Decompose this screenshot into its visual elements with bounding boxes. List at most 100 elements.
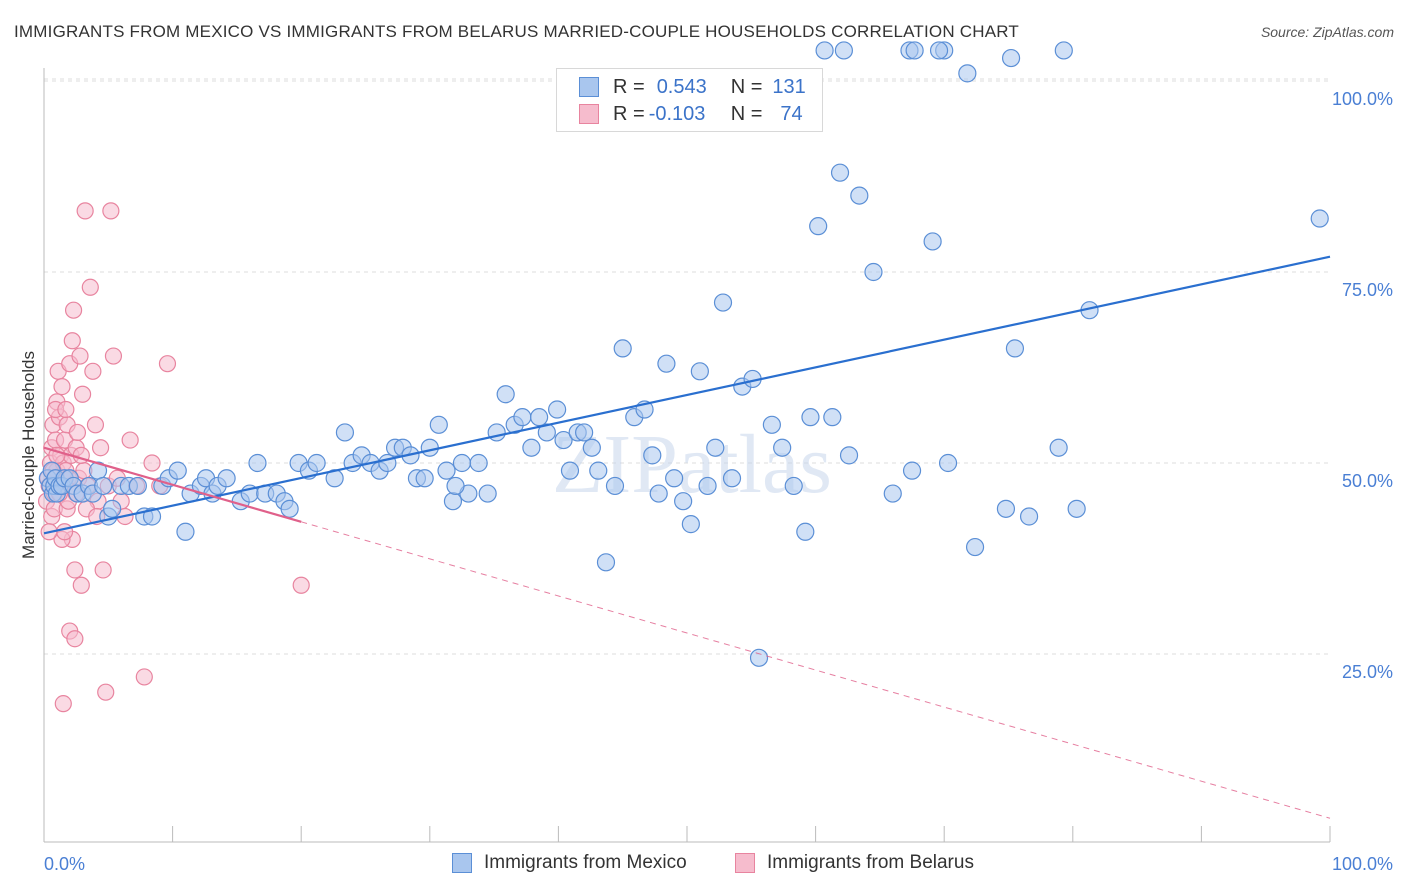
belarus-point	[121, 431, 139, 449]
mexico-point	[605, 476, 625, 496]
mexico-point	[722, 469, 742, 488]
mexico-point	[784, 476, 803, 496]
bottom-legend-mexico[interactable]: Immigrants from Mexico	[452, 852, 687, 874]
bottom-legend-belarus[interactable]: Immigrants from Belarus	[735, 852, 974, 874]
mexico-point	[1054, 41, 1073, 60]
mexico-point	[649, 484, 668, 503]
belarus-point	[68, 423, 87, 442]
mexico-point	[773, 438, 792, 457]
mexico-point	[713, 293, 733, 312]
mexico-point	[176, 522, 195, 541]
chart-title: IMMIGRANTS FROM MEXICO VS IMMIGRANTS FRO…	[14, 22, 1020, 41]
mexico-point	[929, 41, 949, 60]
mexico-point	[513, 408, 532, 427]
belarus-r-value: -0.103	[648, 102, 706, 125]
mexico-point	[665, 469, 684, 488]
mexico-point	[548, 400, 567, 419]
mexico-point	[839, 446, 859, 465]
mexico-point	[94, 476, 113, 496]
mexico-point	[706, 438, 725, 457]
mexico-point	[1049, 438, 1068, 457]
mexico-point	[437, 461, 456, 480]
mexico-point	[280, 499, 299, 518]
belarus-point	[76, 202, 94, 220]
mexico-point	[674, 492, 693, 511]
belarus-point	[104, 347, 123, 365]
mexico-point	[1019, 507, 1039, 526]
mexico-point	[1067, 499, 1086, 518]
mexico-point	[1005, 339, 1025, 358]
belarus-point	[91, 439, 110, 457]
mexico-point	[613, 339, 632, 358]
mexico-point	[996, 499, 1016, 518]
belarus-point	[64, 301, 83, 319]
mexico-series	[38, 41, 1329, 667]
belarus-legend-swatch	[735, 853, 755, 873]
x-tick-label-max: 100.0%	[1332, 854, 1393, 874]
mexico-point	[530, 408, 549, 427]
mexico-point	[168, 461, 187, 480]
mexico-point	[1310, 209, 1329, 228]
mexico-point	[446, 476, 465, 496]
belarus-point	[86, 416, 105, 434]
mexico-point	[537, 423, 556, 442]
mexico-point	[582, 438, 601, 457]
belarus-point	[66, 630, 84, 648]
belarus-trend-line	[43, 446, 302, 523]
mexico-point	[487, 423, 506, 442]
mexico-point	[809, 217, 828, 236]
correlation-legend: R = 0.543 N = 131 R = -0.103 N = 74	[556, 68, 823, 132]
y-tick-label: 25.0%	[1342, 662, 1393, 682]
mexico-point	[496, 385, 515, 404]
axes	[43, 68, 1331, 843]
mexico-point	[443, 492, 463, 511]
belarus-point	[94, 561, 112, 579]
y-tick-label: 50.0%	[1342, 471, 1393, 491]
belarus-point	[135, 668, 153, 686]
mexico-point	[938, 453, 958, 473]
mexico-point	[923, 232, 942, 251]
mexico-point	[128, 476, 147, 496]
grid-lines	[44, 78, 1330, 655]
mexico-point	[657, 354, 676, 373]
belarus-point	[84, 362, 102, 380]
mexico-point	[850, 186, 869, 205]
mexico-point	[554, 430, 573, 450]
mexico-point	[902, 461, 922, 480]
mexico-point	[823, 408, 842, 427]
mexico-point	[335, 423, 355, 442]
mexico-legend-swatch	[452, 853, 472, 873]
mexico-r-value: 0.543	[656, 75, 707, 98]
belarus-point	[143, 454, 161, 472]
belarus-point	[57, 400, 75, 419]
belarus-point	[97, 683, 115, 701]
belarus-point	[72, 576, 90, 594]
n-label: N =	[730, 102, 763, 125]
belarus-point	[53, 378, 71, 396]
belarus-point	[71, 347, 89, 365]
mexico-point	[596, 553, 616, 572]
mexico-point	[478, 484, 497, 503]
mexico-point	[749, 648, 769, 667]
belarus-n-value: 74	[780, 102, 803, 125]
mexico-point	[698, 476, 717, 496]
mexico-point	[643, 446, 662, 465]
belarus-legend-label: Immigrants from Belarus	[767, 852, 974, 873]
belarus-point	[66, 561, 84, 579]
belarus-trend-extension	[301, 521, 1331, 819]
mexico-point	[815, 41, 834, 60]
belarus-point	[158, 355, 177, 373]
mexico-point	[589, 461, 608, 480]
mexico-point	[834, 41, 853, 60]
mexico-point	[103, 499, 122, 518]
belarus-swatch	[579, 104, 599, 124]
mexico-point	[469, 453, 488, 473]
mexico-point	[575, 423, 594, 442]
mexico-point	[420, 438, 439, 457]
mexico-point	[864, 262, 883, 282]
legend-row-mexico: R = 0.543 N = 131	[579, 75, 806, 99]
trend-lines	[43, 255, 1331, 819]
belarus-point	[73, 385, 92, 403]
tick-labels: 25.0% 50.0% 75.0% 100.0% 0.0% 100.0%	[44, 89, 1393, 874]
mexico-point	[690, 362, 709, 381]
